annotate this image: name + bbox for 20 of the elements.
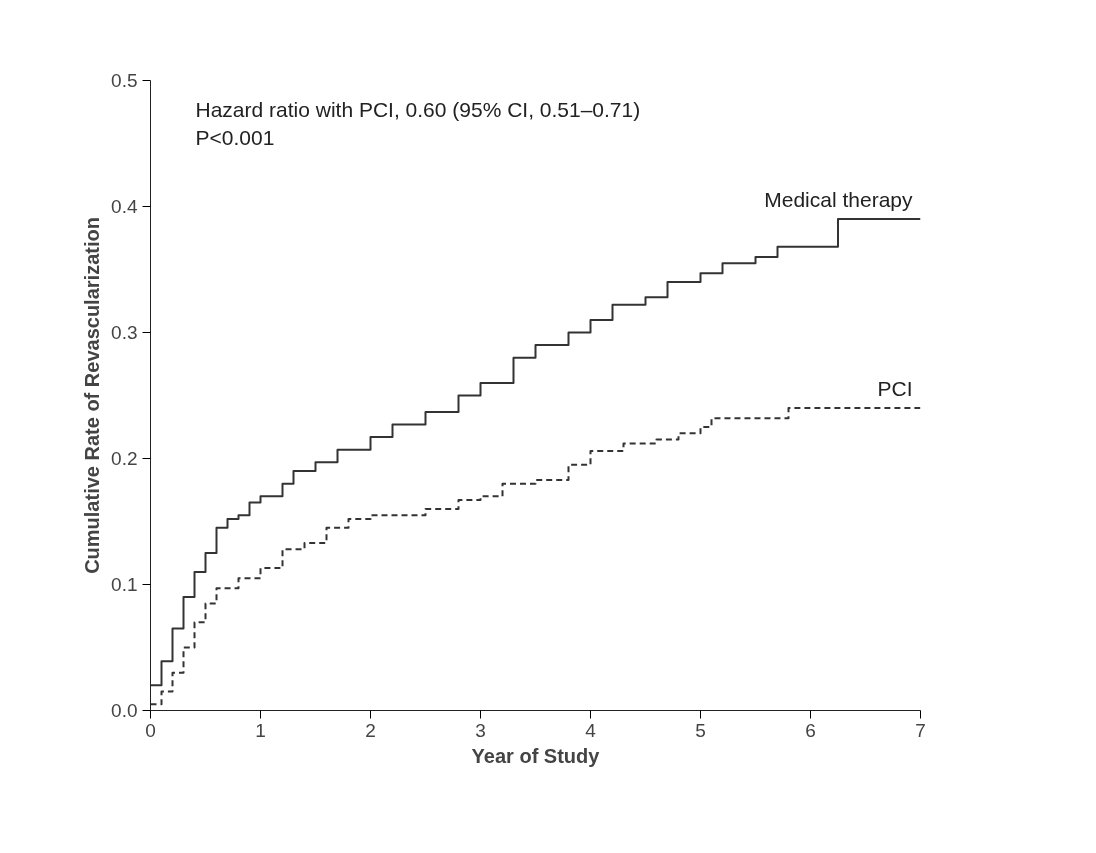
x-axis-title: Year of Study [471, 744, 601, 767]
x-tick-label: 2 [365, 719, 376, 741]
y-tick-label: 0.1 [111, 574, 138, 595]
y-tick-label: 0.3 [111, 322, 138, 343]
y-tick-label: 0.0 [111, 700, 138, 721]
x-tick-label: 6 [805, 719, 816, 741]
x-tick-label: 0 [145, 719, 156, 741]
y-tick-label: 0.5 [111, 70, 138, 91]
y-tick-label: 0.2 [111, 448, 138, 469]
y-tick-label: 0.4 [111, 196, 138, 217]
x-tick-label: 1 [255, 719, 266, 741]
x-tick-label: 7 [915, 719, 926, 741]
x-tick-label: 5 [695, 719, 706, 741]
series-label: Medical therapy [764, 188, 913, 212]
x-tick-label: 3 [475, 719, 486, 741]
annotation: P<0.001 [195, 125, 275, 149]
y-axis-title: Cumulative Rate of Revascularization [81, 217, 104, 574]
annotation: Hazard ratio with PCI, 0.60 (95% CI, 0.51–0.71) [195, 97, 641, 121]
series-label: PCI [877, 377, 913, 401]
x-tick-label: 4 [585, 719, 597, 741]
